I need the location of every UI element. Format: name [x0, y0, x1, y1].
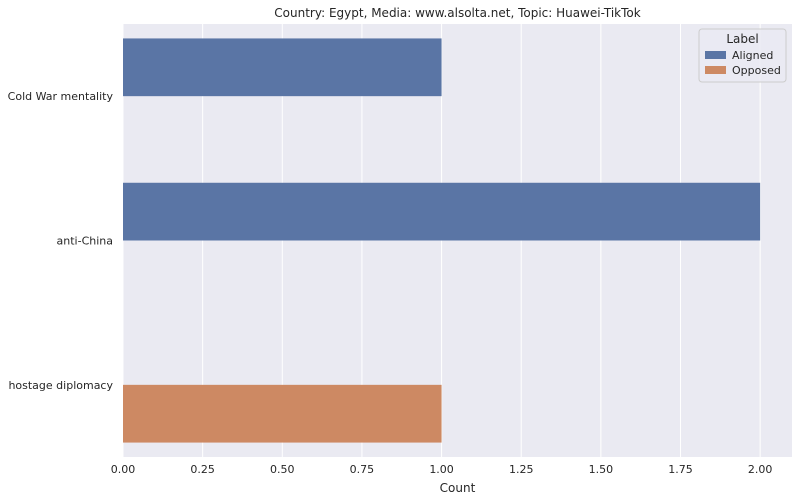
bars	[123, 38, 761, 443]
x-tick-label: 0.25	[190, 463, 215, 476]
bar-aligned	[123, 38, 442, 97]
category-label: anti-China	[57, 235, 113, 248]
legend-label: Opposed	[732, 64, 781, 77]
x-tick-labels: 0.00 0.25 0.50 0.75 1.00 1.25 1.50 1.75 2.00	[111, 463, 773, 476]
x-tick-label: 0.75	[350, 463, 375, 476]
legend: Label Aligned Opposed	[698, 28, 787, 83]
x-tick-label: 1.50	[589, 463, 614, 476]
bar-opposed	[123, 384, 442, 443]
legend-swatch	[705, 66, 726, 74]
x-tick-label: 0.00	[111, 463, 136, 476]
x-tick-label: 2.00	[748, 463, 773, 476]
chart-title: Country: Egypt, Media: www.alsolta.net, …	[274, 6, 640, 20]
x-tick-label: 1.25	[509, 463, 534, 476]
x-tick-label: 0.50	[270, 463, 295, 476]
x-tick-label: 1.00	[429, 463, 454, 476]
bar-aligned	[123, 182, 761, 241]
category-labels: Cold War mentality anti-China hostage dipl…	[8, 90, 114, 392]
legend-swatch	[705, 51, 726, 59]
legend-title: Label	[726, 32, 758, 46]
x-axis-title: Count	[440, 481, 476, 495]
legend-label: Aligned	[732, 49, 773, 62]
x-tick-label: 1.75	[668, 463, 693, 476]
category-label: hostage diplomacy	[8, 379, 113, 392]
category-label: Cold War mentality	[8, 90, 114, 103]
